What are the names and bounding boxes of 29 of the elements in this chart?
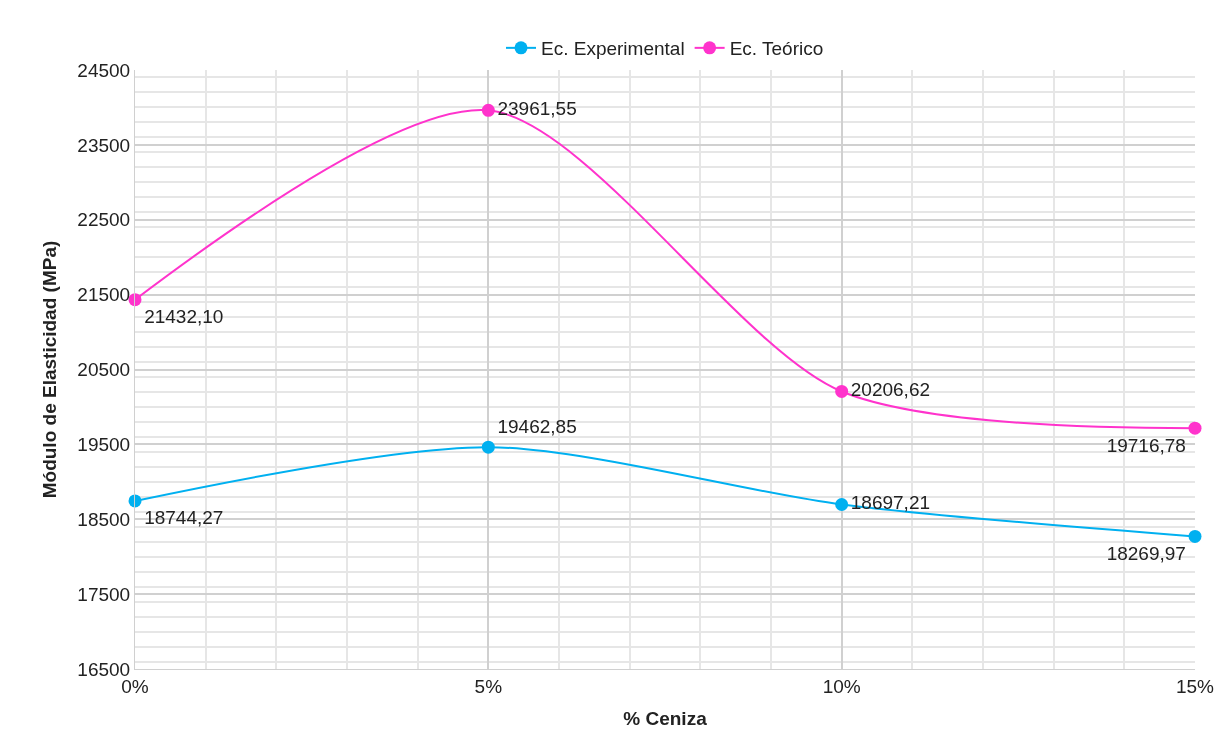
- y-tick-label: 18500: [77, 508, 131, 530]
- y-tick-label: 24500: [77, 59, 131, 81]
- y-axis-title: Módulo de Elasticidad (MPa): [39, 240, 61, 499]
- y-tick-label: 23500: [77, 134, 131, 156]
- data-label: 18744,27: [144, 507, 224, 529]
- x-axis-title: % Ceniza: [623, 707, 708, 729]
- point: [835, 497, 849, 511]
- point: [1188, 529, 1202, 543]
- y-tick-label: 17500: [77, 583, 131, 605]
- y-tick-label: 21500: [77, 284, 131, 306]
- data-label: 19716,78: [1106, 434, 1186, 456]
- y-tick-label: 20500: [77, 359, 131, 381]
- data-label: 18697,21: [850, 492, 931, 514]
- x-tick-label: 5%: [474, 675, 503, 697]
- legend-label: Ec. Teórico: [729, 38, 824, 60]
- data-label: 23961,55: [497, 98, 577, 120]
- y-tick-label: 19500: [77, 434, 131, 456]
- y-tick-label: 22500: [77, 209, 131, 231]
- data-label: 19462,85: [497, 416, 577, 438]
- x-tick-label: 10%: [822, 675, 861, 697]
- point: [481, 103, 495, 117]
- x-tick-label: 15%: [1175, 675, 1215, 697]
- point: [481, 440, 495, 454]
- point: [1188, 421, 1202, 435]
- point: [835, 384, 849, 398]
- data-label: 18269,97: [1106, 542, 1186, 564]
- data-label: 21432,10: [144, 306, 224, 328]
- data-label: 20206,62: [850, 379, 931, 401]
- legend-label: Ec. Experimental: [541, 38, 685, 60]
